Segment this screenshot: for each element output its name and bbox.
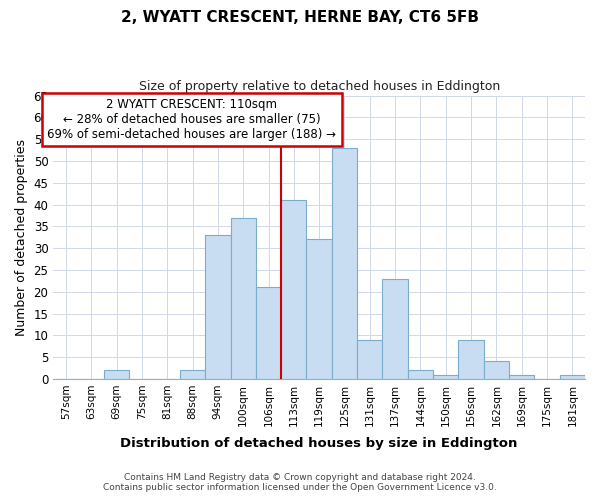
Bar xyxy=(458,340,484,379)
Title: Size of property relative to detached houses in Eddington: Size of property relative to detached ho… xyxy=(139,80,500,93)
Bar xyxy=(433,374,458,379)
Bar xyxy=(180,370,205,379)
Bar xyxy=(205,235,230,379)
Bar xyxy=(509,374,535,379)
Bar xyxy=(357,340,382,379)
Bar xyxy=(281,200,307,379)
Bar xyxy=(230,218,256,379)
Bar xyxy=(256,288,281,379)
Bar xyxy=(408,370,433,379)
Bar xyxy=(382,278,408,379)
Bar xyxy=(307,240,332,379)
Text: 2 WYATT CRESCENT: 110sqm
← 28% of detached houses are smaller (75)
69% of semi-d: 2 WYATT CRESCENT: 110sqm ← 28% of detach… xyxy=(47,98,337,141)
Text: 2, WYATT CRESCENT, HERNE BAY, CT6 5FB: 2, WYATT CRESCENT, HERNE BAY, CT6 5FB xyxy=(121,10,479,25)
Bar xyxy=(332,148,357,379)
Text: Contains HM Land Registry data © Crown copyright and database right 2024.
Contai: Contains HM Land Registry data © Crown c… xyxy=(103,473,497,492)
Bar xyxy=(104,370,129,379)
Y-axis label: Number of detached properties: Number of detached properties xyxy=(15,138,28,336)
Bar xyxy=(484,362,509,379)
Bar xyxy=(560,374,585,379)
X-axis label: Distribution of detached houses by size in Eddington: Distribution of detached houses by size … xyxy=(121,437,518,450)
